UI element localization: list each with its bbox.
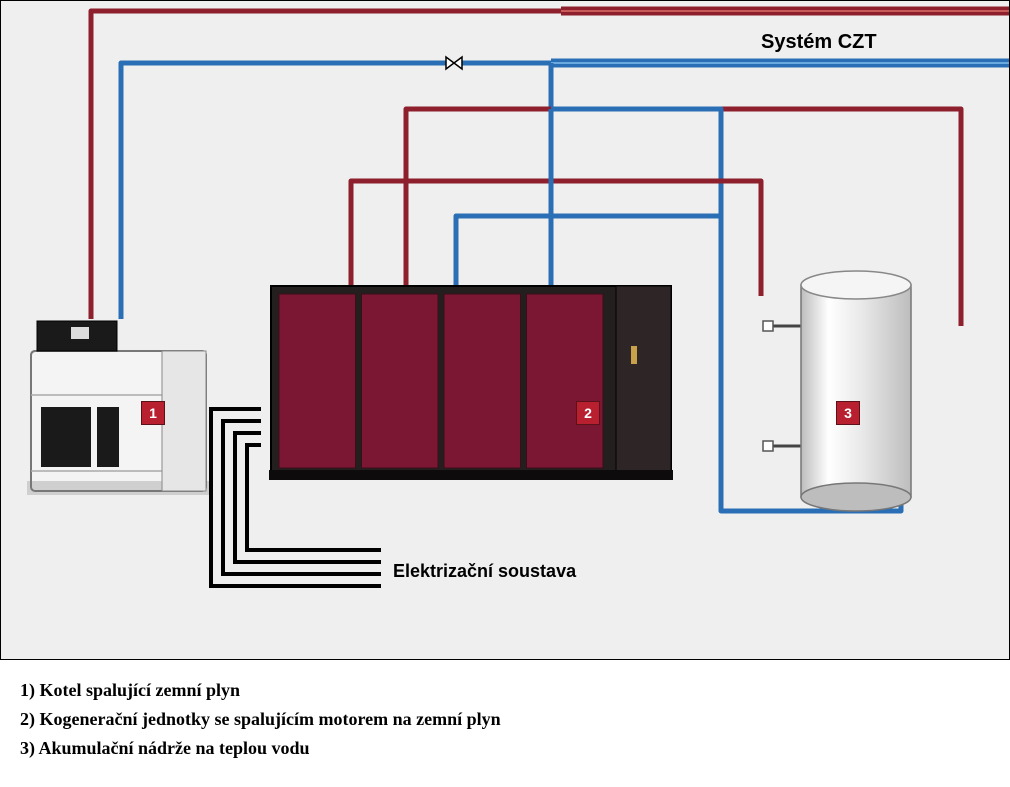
legend-item-1: 1) Kotel spalující zemní plyn bbox=[20, 680, 990, 701]
diagram-canvas: Systém CZT Elektrizační soustava 1 2 3 bbox=[0, 0, 1010, 660]
legend-item-2: 2) Kogenerační jednotky se spalujícím mo… bbox=[20, 709, 990, 730]
badge-3: 3 bbox=[836, 401, 860, 425]
electric-grid-label: Elektrizační soustava bbox=[393, 561, 576, 582]
badge-2: 2 bbox=[576, 401, 600, 425]
legend: 1) Kotel spalující zemní plyn 2) Kogener… bbox=[0, 660, 1010, 787]
system-czt-label: Systém CZT bbox=[761, 31, 877, 54]
badge-1: 1 bbox=[141, 401, 165, 425]
legend-item-3: 3) Akumulační nádrže na teplou vodu bbox=[20, 738, 990, 759]
